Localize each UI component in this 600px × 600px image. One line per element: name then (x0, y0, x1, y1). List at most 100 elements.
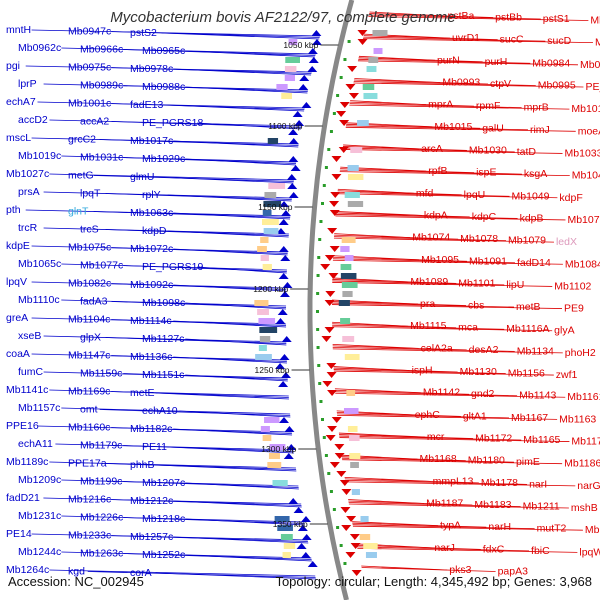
gene-label: Mb1189c (6, 456, 48, 468)
reverse-gene-arrow (338, 147, 349, 153)
gene-label: lpqW (579, 546, 600, 558)
forward-gene-arrow (286, 444, 297, 450)
gene-label: Mb1186 (564, 458, 600, 470)
gene-label: Mb1263c (80, 548, 123, 560)
annotation-box (373, 48, 383, 54)
gene-connector (331, 302, 515, 308)
annotation-box (262, 435, 272, 441)
gene-label: mshB (571, 502, 598, 514)
gene-label: glpX (80, 332, 101, 344)
gene-connector (358, 57, 483, 63)
gene-label: rpmF (476, 100, 501, 112)
gene-label: Mb1084 (565, 258, 600, 270)
annotation-box (267, 462, 282, 468)
gene-connector (167, 194, 292, 202)
gene-connector (155, 392, 289, 400)
annotation-box (263, 201, 282, 207)
gene-connector (345, 126, 576, 132)
gene-label: Mb1029c (142, 153, 185, 165)
track-tick (319, 400, 323, 403)
gene-label: echA10 (142, 405, 178, 417)
gene-label: mca (458, 322, 478, 334)
gene-connector (333, 367, 458, 373)
gene-label: Mb0979 (595, 37, 600, 49)
gene-label: typA (440, 520, 461, 532)
track-tick (317, 364, 321, 367)
forward-gene-arrow (279, 354, 290, 360)
track-tick (318, 238, 322, 241)
gene-label: Mb1033 (565, 147, 600, 159)
track-tick (327, 148, 331, 151)
gene-label: Mb1226c (80, 512, 123, 524)
gene-label: Mb1183 (474, 499, 511, 511)
gene-connector (332, 348, 563, 354)
forward-gene-arrow (278, 417, 289, 423)
gene-label: purH (485, 56, 508, 68)
annotation-box (257, 246, 267, 252)
gene-label: Mb1095 (421, 254, 459, 266)
gene-label: Mb1151c (142, 369, 184, 381)
gene-label: Mb1115 (410, 320, 447, 332)
gene-label: PE_PGRS19 (142, 261, 203, 273)
gene-label: fadE13 (130, 99, 163, 111)
forward-gene-arrow (277, 309, 288, 315)
gene-label: Mb0992 (580, 59, 600, 71)
annotation-box (341, 282, 358, 288)
annotation-box (288, 39, 298, 45)
gene-label: accD2 (18, 114, 48, 126)
gene-label: Mb1134 (517, 345, 554, 357)
reverse-gene-arrow (329, 246, 340, 252)
gene-label: Mb1204 (585, 524, 600, 536)
gene-label: kdpF (559, 192, 582, 204)
gene-label: Mb1019c (18, 150, 61, 162)
gene-label: Mb1233c (68, 530, 111, 542)
gene-connector (349, 101, 474, 107)
gene-connector (61, 299, 287, 307)
reverse-gene-arrow (339, 102, 350, 108)
gene-connector (105, 463, 297, 470)
reverse-gene-arrow (327, 228, 338, 234)
gene-label: echA11 (18, 438, 53, 450)
forward-gene-arrow (279, 201, 290, 207)
annotation-box (259, 327, 278, 333)
reverse-gene-arrow (336, 471, 347, 477)
gene-connector (332, 345, 467, 351)
gene-label: narH (488, 521, 511, 533)
reverse-gene-arrow (345, 84, 356, 90)
gene-connector (357, 60, 578, 66)
gene-label: narG (577, 480, 600, 492)
track-tick (343, 58, 347, 61)
gene-label: Mb1163 (559, 413, 596, 425)
gene-label: Mb1073 (567, 214, 600, 226)
reverse-gene-arrow (328, 273, 339, 279)
gene-label: Mb1231c (18, 510, 61, 522)
gene-label: pth (6, 204, 21, 216)
forward-gene-arrow (292, 111, 303, 117)
annotation-box (340, 318, 351, 324)
gene-connector (123, 445, 294, 452)
annotation-box (338, 300, 350, 306)
gene-connector (61, 407, 291, 415)
gene-label: Mb1252c (142, 549, 185, 561)
gene-label: mutT2 (537, 523, 567, 535)
gene-label: fbiC (531, 545, 550, 557)
annotation-box (268, 453, 280, 459)
annotation-box (372, 30, 388, 36)
annotation-box (284, 66, 297, 72)
gene-connector (339, 171, 570, 177)
forward-gene-arrow (278, 219, 289, 225)
gene-label: coaA (6, 348, 30, 360)
gene-label: kdpC (472, 211, 497, 223)
reverse-gene-arrow (330, 192, 341, 198)
gene-connector (155, 176, 294, 184)
gene-connector (185, 554, 312, 562)
annotation-box (341, 237, 356, 243)
gene-label: ispE (476, 167, 496, 179)
gene-label: sucC (500, 34, 524, 46)
annotation-box (277, 525, 293, 531)
gene-label: Mb1136c (130, 351, 172, 363)
reverse-gene-arrow (322, 381, 333, 387)
gene-label: metG (68, 170, 94, 182)
reverse-gene-arrow (320, 264, 331, 270)
annotation-box (368, 57, 379, 63)
